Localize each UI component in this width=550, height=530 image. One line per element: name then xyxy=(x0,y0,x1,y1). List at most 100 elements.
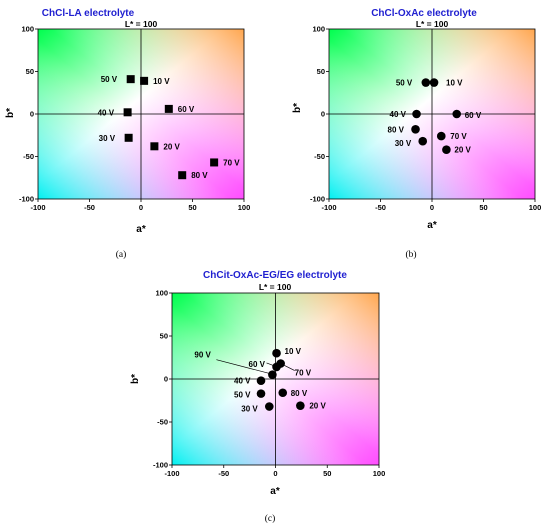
panel-b-point-label-30v: 30 V xyxy=(395,139,412,148)
panel-c-point-10v xyxy=(272,348,281,358)
panel-b-point-10v xyxy=(429,78,439,87)
panel-a-point-label-60v: 60 V xyxy=(178,105,195,114)
panel-c: ChCit-OxAc-EG/EG electrolyte L* = 100 -1… xyxy=(130,270,385,524)
panel-b-point-50v xyxy=(421,78,431,87)
panel-b-point-60v xyxy=(452,109,462,119)
panel-b-point-label-60v: 60 V xyxy=(465,111,482,120)
panel-c-point-label-60v: 60 V xyxy=(249,360,266,369)
panel-b-point-label-40v: 40 V xyxy=(390,110,407,119)
panel-a-x-axis-label: a* xyxy=(136,224,146,235)
panel-a-point-label-40v: 40 V xyxy=(98,108,115,117)
panel-a-y-tick-label: 50 xyxy=(26,67,34,76)
panel-c-point-label-40v: 40 V xyxy=(234,377,251,386)
panel-c-point-label-20v: 20 V xyxy=(309,402,326,411)
panel-c-point-label-80v: 80 V xyxy=(291,389,308,398)
panel-a-plot: -100 -50 0 50 100 -100 -50 0 50 100 10 V 50 V 40 V 60… xyxy=(19,25,250,212)
panel-b-point-label-70v: 70 V xyxy=(450,132,467,141)
panel-b-point-label-80v: 80 V xyxy=(388,125,405,134)
panel-a-x-tick-label: 100 xyxy=(238,203,251,212)
panel-c-point-label-70v: 70 V xyxy=(295,369,312,378)
panel-a-y-axis-label: b* xyxy=(5,108,16,118)
panel-b-caption: (b) xyxy=(405,249,416,260)
panel-b-y-tick-label: -50 xyxy=(314,152,325,161)
panel-a-y-tick-label: -100 xyxy=(19,195,34,204)
panel-b-title: ChCl-OxAc electrolyte xyxy=(371,8,477,19)
panel-c-x-tick-label: -50 xyxy=(218,469,229,478)
panel-a-point-label-10v: 10 V xyxy=(153,77,170,86)
panel-c-x-tick-label: 50 xyxy=(323,469,331,478)
panel-c-x-axis-label: a* xyxy=(270,486,280,497)
panel-b-point-80v xyxy=(411,125,420,134)
panel-c-point-70v xyxy=(276,359,285,368)
panel-c-point-label-50v: 50 V xyxy=(234,391,251,400)
panel-a-point-40v xyxy=(123,108,132,117)
panel-b-y-tick-label: 100 xyxy=(312,25,325,34)
panel-a-x-tick-label: -100 xyxy=(30,203,45,212)
panel-c-leader-70v xyxy=(282,364,295,371)
panel-c-y-tick-label: -50 xyxy=(157,418,168,427)
panel-c-leader-90v xyxy=(216,359,271,375)
panel-b-point-label-50v: 50 V xyxy=(396,79,413,88)
panel-c-x-tick-label: -100 xyxy=(164,469,179,478)
panel-c-point-40v xyxy=(256,376,266,386)
panel-c-plot: -100 -50 0 50 100 -100 -50 0 50 100 10 V 60 V 70 V 90… xyxy=(153,289,385,478)
panel-a-point-label-30v: 30 V xyxy=(99,134,116,143)
panel-b-y-tick-label: 50 xyxy=(317,67,325,76)
panel-a: ChCl-LA electrolyte L* = 100 -100 -50 0 50 1… xyxy=(5,8,250,260)
panel-a-point-label-50v: 50 V xyxy=(101,75,118,84)
panel-b-lightness-label: L* = 100 xyxy=(416,19,449,29)
panel-a-title: ChCl-LA electrolyte xyxy=(42,8,135,19)
panel-c-y-tick-label: 50 xyxy=(160,332,168,341)
panel-a-point-30v xyxy=(124,133,133,142)
panel-c-point-label-90v: 90 V xyxy=(194,351,211,360)
panel-a-y-tick-label: -50 xyxy=(23,152,34,161)
panel-a-x-tick-label: 0 xyxy=(139,203,143,212)
panel-b-x-axis-label: a* xyxy=(427,220,437,231)
panel-b-point-20v xyxy=(442,145,451,154)
panel-a-lightness-label: L* = 100 xyxy=(125,19,158,29)
panel-b-point-30v xyxy=(418,136,428,146)
panel-c-point-90v xyxy=(268,370,277,380)
panel-b-point-40v xyxy=(412,109,421,119)
panel-a-point-10v xyxy=(140,76,149,85)
panel-b-x-tick-label: 50 xyxy=(479,203,487,212)
panel-b-x-tick-label: -100 xyxy=(321,203,336,212)
panel-c-caption: (c) xyxy=(265,513,276,524)
panel-b-y-axis-label: b* xyxy=(292,103,303,113)
panel-c-x-tick-label: 100 xyxy=(373,469,386,478)
panel-a-point-20v xyxy=(150,142,159,151)
panel-a-point-50v xyxy=(126,75,135,84)
panel-c-y-axis-label: b* xyxy=(130,374,141,384)
panel-b-x-tick-label: 0 xyxy=(430,203,434,212)
panel-b-point-label-10v: 10 V xyxy=(446,79,463,88)
panel-b-x-tick-label: -50 xyxy=(375,203,386,212)
panel-b-x-tick-label: 100 xyxy=(529,203,542,212)
panel-a-point-label-80v: 80 V xyxy=(191,171,208,180)
panel-c-title: ChCit-OxAc-EG/EG electrolyte xyxy=(203,270,347,281)
panel-a-point-label-70v: 70 V xyxy=(223,158,240,167)
panel-c-point-label-30v: 30 V xyxy=(241,405,258,414)
panel-a-y-tick-label: 0 xyxy=(30,110,34,119)
panel-b-point-label-20v: 20 V xyxy=(454,146,471,155)
panel-a-point-70v xyxy=(210,158,219,167)
panel-c-y-tick-label: 100 xyxy=(155,289,168,298)
panel-c-y-tick-label: 0 xyxy=(164,375,168,384)
panel-c-point-50v xyxy=(256,389,266,398)
panel-a-x-tick-label: 50 xyxy=(188,203,196,212)
panel-c-point-30v xyxy=(264,402,274,411)
panel-c-point-20v xyxy=(296,401,305,410)
panel-a-caption: (a) xyxy=(116,249,127,260)
panel-c-x-tick-label: 0 xyxy=(273,469,277,478)
panel-b-point-70v xyxy=(436,131,446,141)
panel-a-x-tick-label: -50 xyxy=(84,203,95,212)
panel-c-lightness-label: L* = 100 xyxy=(259,282,292,292)
panel-a-point-80v xyxy=(178,171,187,180)
panel-a-y-tick-label: 100 xyxy=(21,25,34,34)
panel-a-point-60v xyxy=(164,104,173,113)
panel-c-y-tick-label: -100 xyxy=(153,461,168,470)
panel-c-point-80v xyxy=(278,388,288,398)
panel-b: ChCl-OxAc electrolyte L* = 100 -100 -50 0 5… xyxy=(292,8,541,260)
panel-c-point-label-10v: 10 V xyxy=(285,347,302,356)
panel-a-point-label-20v: 20 V xyxy=(163,142,180,151)
